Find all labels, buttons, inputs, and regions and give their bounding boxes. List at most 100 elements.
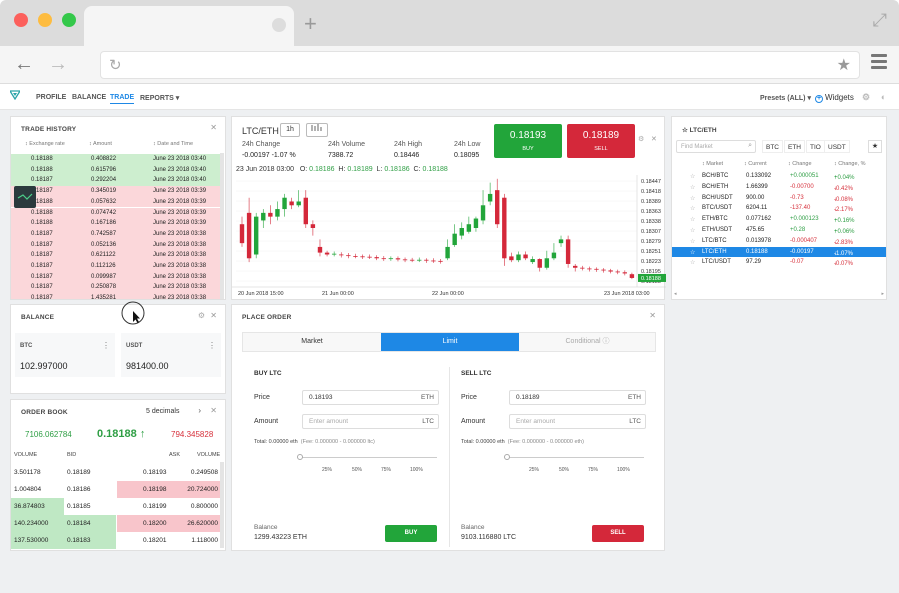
table-row[interactable]: 0.18188 0.615796 June 23 2018 03:40 [11,164,224,176]
candle-body[interactable] [402,259,408,261]
candle-body[interactable] [381,258,386,260]
candle-body[interactable] [310,224,316,228]
tab-market[interactable]: Market [301,338,323,345]
nav-balance[interactable]: BALANCE [72,94,107,101]
sell-button[interactable]: SELL [592,525,644,542]
candle-body[interactable] [587,268,592,270]
address-bar[interactable]: ↻ ★ [100,51,860,79]
candle-body[interactable] [367,256,372,258]
table-row[interactable]: 0.18187 1.435281 June 23 2018 03:38 [11,293,224,299]
logo-icon[interactable] [10,90,20,100]
candle-body[interactable] [480,205,486,221]
candle-body[interactable] [388,258,394,260]
buy-button[interactable]: BUY [385,525,437,542]
tab-limit[interactable]: Limit [381,333,519,351]
table-row[interactable]: 0.18187 0.112126 June 23 2018 03:38 [11,261,224,272]
candle-body[interactable] [303,197,309,225]
header-market[interactable]: ↕ Market [702,161,724,167]
back-icon[interactable]: ← [14,53,34,75]
candle-body[interactable] [466,224,472,232]
balance-card-btc[interactable]: BTC ⋮ 102.997000 [15,333,115,377]
candle-body[interactable] [537,259,542,268]
header-change[interactable]: ↕ Change [788,161,812,167]
candle-body[interactable] [261,212,266,221]
candle-body[interactable] [395,258,401,260]
candle-body[interactable] [594,268,599,270]
market-row[interactable]: ☆ ETH/USDT 475.65 +0.28 ↑ +0.06% [672,225,886,236]
candle-body[interactable] [615,271,620,273]
chevron-right-icon[interactable]: › [198,406,201,415]
table-row[interactable]: 0.18187 0.292204 June 23 2018 03:40 [11,175,224,187]
filter-tab[interactable]: USDT [824,140,850,153]
market-row[interactable]: ☆ BCH/USDT 900.00 -0.73 ↓ -0.08% [672,193,886,204]
fullscreen-icon[interactable]: ⤢ [872,10,887,30]
candle-body[interactable] [339,254,344,256]
candlestick-chart[interactable]: 0.18447 0.18418 0.18389 0.18363 0.18338 0.183… [232,175,666,299]
candle-body[interactable] [409,259,415,261]
candle-body[interactable] [289,201,294,206]
scroll-left-icon[interactable]: ◂ [674,291,677,297]
table-row[interactable]: 0.18187 0.052136 June 23 2018 03:38 [11,239,224,251]
favorite-star-icon[interactable]: ☆ [690,206,696,213]
tab-close-icon[interactable] [272,18,286,32]
candle-body[interactable] [530,259,535,263]
new-tab-icon[interactable]: + [304,11,317,36]
slider-handle[interactable] [504,454,510,460]
forward-icon[interactable]: → [48,53,68,75]
candle-body[interactable] [268,212,273,217]
gear-icon[interactable]: ⚙ [197,311,205,320]
scroll-right-icon[interactable]: ▸ [881,291,884,297]
maximize-window-icon[interactable] [62,13,76,27]
favorite-star-icon[interactable]: ☆ [690,195,696,202]
candle-body[interactable] [438,260,443,262]
header-current[interactable]: ↕ Current [744,161,767,167]
candle-body[interactable] [523,254,528,259]
order-book-scrollbar[interactable] [220,462,224,548]
candle-body[interactable] [324,252,330,255]
close-icon[interactable]: ✕ [210,311,217,320]
candle-body[interactable] [629,274,635,278]
candle-body[interactable] [544,258,550,268]
order-book-row[interactable]: 3.501178 0.18189 0.18193 0.249508 [11,464,222,481]
chart-type-icon[interactable] [306,123,328,137]
candle-body[interactable] [353,256,358,257]
order-book-row[interactable]: 137.530000 0.18183 0.18201 1.118000 [11,532,222,549]
candle-body[interactable] [487,193,493,202]
header-exchange-rate[interactable]: ↕ Exchange rate [25,141,65,147]
candle-body[interactable] [431,260,436,262]
buy-amount-slider[interactable] [297,454,437,460]
theme-toggle-icon[interactable]: ◐ [881,92,887,102]
market-row[interactable]: ☆ BTC/USDT 6204.11 -137.40 ↓ -2.17% [672,203,886,214]
candle-body[interactable] [253,216,259,255]
reload-icon[interactable]: ↻ [109,57,122,74]
table-row[interactable]: 0.18188 0.057632 June 23 2018 03:39 [11,196,224,208]
nav-trade[interactable]: TRADE [110,94,135,104]
candle-body[interactable] [424,259,429,261]
decimals-dropdown[interactable]: 5 decimals [146,408,179,415]
header-amount[interactable]: ↕ Amount [89,141,112,147]
presets-dropdown[interactable]: Presets (ALL) ▾ [760,95,811,102]
settings-icon[interactable]: ⚙ [638,136,645,143]
candle-body[interactable] [608,270,613,272]
market-row[interactable]: ☆ LTC/ETH 0.18188 -0.00197 ↓ -1.07% [672,246,886,258]
candle-body[interactable] [565,239,571,264]
close-icon[interactable]: ✕ [651,136,657,143]
star-icon[interactable]: ☆ [682,127,688,134]
filter-tab[interactable]: TIO [806,140,825,153]
candle-body[interactable] [282,197,287,210]
candle-body[interactable] [558,239,564,244]
buy-price-input[interactable]: 0.18193 ETH [302,390,439,405]
balance-card-usdt[interactable]: USDT ⋮ 981400.00 [121,333,221,377]
market-row[interactable]: ☆ LTC/BTC 0.013978 -0.000407 ↓ -2.83% [672,236,886,247]
candle-body[interactable] [239,224,245,244]
candle-body[interactable] [275,209,280,217]
nav-reports[interactable]: REPORTS ▾ [140,95,180,102]
minimize-window-icon[interactable] [38,13,52,27]
favorite-star-icon[interactable]: ☆ [690,228,696,234]
candle-body[interactable] [331,253,337,255]
candle-body[interactable] [580,267,585,269]
favorite-star-icon[interactable]: ☆ [690,174,696,180]
sell-price-input[interactable]: 0.18189 ETH [509,390,646,405]
table-row[interactable]: 0.18187 0.250878 June 23 2018 03:38 [11,282,224,294]
table-row[interactable]: 0.18187 0.742587 June 23 2018 03:38 [11,228,224,240]
